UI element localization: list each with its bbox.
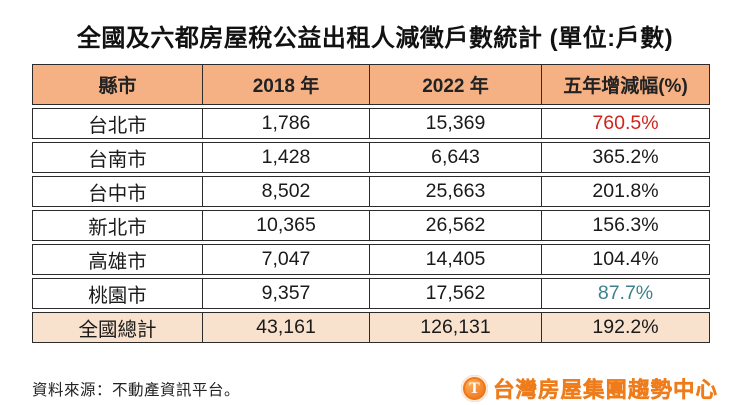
cell-2022: 15,369 <box>370 108 542 139</box>
table-row: 新北市 10,365 26,562 156.3% <box>32 210 710 241</box>
cell-city: 桃園市 <box>32 278 203 309</box>
cell-change: 87.7% <box>542 278 710 309</box>
data-source-note: 資料來源：不動產資訊平台。 <box>32 381 241 399</box>
header-city: 縣市 <box>32 64 203 105</box>
cell-2022: 6,643 <box>370 142 542 173</box>
cell-change: 760.5% <box>542 108 710 139</box>
cell-2018: 10,365 <box>203 210 370 241</box>
cell-change: 104.4% <box>542 244 710 275</box>
brand-logo-text: 台灣房屋集團趨勢中心 <box>492 378 718 402</box>
cell-2018: 1,428 <box>203 142 370 173</box>
cell-change: 201.8% <box>542 176 710 207</box>
cell-2022: 26,562 <box>370 210 542 241</box>
table-total-row: 全國總計 43,161 126,131 192.2% <box>32 312 710 343</box>
cell-city: 全國總計 <box>32 312 203 343</box>
header-2022: 2022 年 <box>370 64 542 105</box>
cell-change: 192.2% <box>542 312 710 343</box>
page-title: 全國及六都房屋稅公益出租人減徵戶數統計 (單位:戶數) <box>76 25 674 52</box>
taiwan-housing-logo-icon: T <box>460 375 488 402</box>
cell-2018: 1,786 <box>203 108 370 139</box>
cell-2022: 126,131 <box>370 312 542 343</box>
cell-2022: 25,663 <box>370 176 542 207</box>
table-row: 高雄市 7,047 14,405 104.4% <box>32 244 710 275</box>
cell-2018: 9,357 <box>203 278 370 309</box>
cell-2022: 17,562 <box>370 278 542 309</box>
cell-city: 台南市 <box>32 142 203 173</box>
cell-2018: 7,047 <box>203 244 370 275</box>
table-row: 台中市 8,502 25,663 201.8% <box>32 176 710 207</box>
statistics-table: 縣市 2018 年 2022 年 五年增減幅(%) 台北市 1,786 15,3… <box>32 61 710 346</box>
brand-logo: T 台灣房屋集團趨勢中心 <box>460 373 718 404</box>
cell-city: 台北市 <box>32 108 203 139</box>
table-row: 台北市 1,786 15,369 760.5% <box>32 108 710 139</box>
header-change: 五年增減幅(%) <box>542 64 710 105</box>
table-row: 台南市 1,428 6,643 365.2% <box>32 142 710 173</box>
cell-change: 156.3% <box>542 210 710 241</box>
cell-city: 高雄市 <box>32 244 203 275</box>
cell-2022: 14,405 <box>370 244 542 275</box>
cell-2018: 43,161 <box>203 312 370 343</box>
cell-change: 365.2% <box>542 142 710 173</box>
table-row: 桃園市 9,357 17,562 87.7% <box>32 278 710 309</box>
cell-city: 新北市 <box>32 210 203 241</box>
footer: 資料來源：不動產資訊平台。 T 台灣房屋集團趨勢中心 <box>32 373 718 404</box>
table-header-row: 縣市 2018 年 2022 年 五年增減幅(%) <box>32 64 710 105</box>
header-2018: 2018 年 <box>203 64 370 105</box>
cell-city: 台中市 <box>32 176 203 207</box>
cell-2018: 8,502 <box>203 176 370 207</box>
infographic-page: { "title": "全國及六都房屋稅公益出租人減徵戶數統計 (單位:戶數)"… <box>0 18 750 405</box>
